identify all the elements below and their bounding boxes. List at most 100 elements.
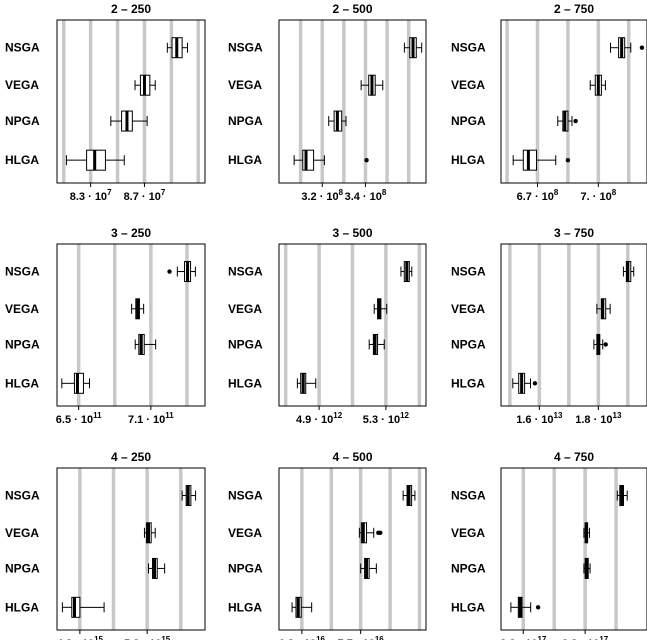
tick-mantissa: 3.4 · 10	[345, 191, 382, 203]
tick-exponent: 15	[94, 635, 103, 640]
tick-exponent: 7	[161, 188, 166, 197]
panel-frame	[56, 19, 206, 184]
category-label: NPGA	[228, 337, 263, 351]
x-tick-label: 1.8 · 1013	[575, 411, 622, 426]
category-label: NSGA	[5, 265, 40, 279]
tick-mantissa: 6.7 · 10	[517, 191, 554, 203]
box-vega	[360, 74, 384, 96]
x-tick-label: 3.8 · 1017	[562, 635, 609, 640]
box-nsga	[610, 37, 645, 59]
box-nsga	[167, 261, 196, 283]
category-label: VEGA	[5, 526, 39, 540]
tick-mantissa: 3.2 · 10	[301, 191, 338, 203]
category-label: NPGA	[228, 561, 263, 575]
panel-title: 4 – 750	[554, 450, 594, 464]
tick-mantissa: 1.6 · 10	[516, 414, 553, 426]
outlier-point	[565, 157, 571, 163]
category-label: NPGA	[5, 114, 40, 128]
panel-title: 3 – 750	[554, 226, 594, 240]
category-label: NPGA	[228, 114, 263, 128]
tick-mantissa: 8.7 · 10	[124, 191, 161, 203]
category-label: VEGA	[5, 302, 39, 316]
panel-8: 4 – 500NSGAVEGANPGAHLGA6.8 · 10167.7 · 1…	[228, 450, 427, 640]
panel-title: 2 – 500	[332, 2, 372, 16]
box-hlga	[291, 596, 313, 618]
tick-mantissa: 3.8 · 10	[562, 638, 599, 640]
category-label: NSGA	[451, 489, 486, 503]
x-tick-label: 4.8 · 1015	[57, 635, 104, 640]
category-label: HLGA	[451, 153, 485, 167]
panel-title: 3 – 500	[332, 226, 372, 240]
panel-frame	[500, 243, 647, 407]
box-vega	[589, 74, 606, 96]
box-hlga	[296, 372, 317, 394]
category-label: HLGA	[228, 376, 262, 390]
tick-mantissa: 4.9 · 10	[296, 414, 333, 426]
x-tick-label: 3.4 · 108	[345, 188, 387, 203]
category-label: VEGA	[5, 78, 39, 92]
outlier-point	[167, 269, 172, 274]
iqr-box	[302, 149, 315, 171]
iqr-box	[522, 149, 537, 171]
category-label: NSGA	[228, 41, 263, 55]
tick-exponent: 16	[375, 635, 384, 640]
box-hlga	[293, 149, 369, 171]
tick-mantissa: 7.7 · 10	[338, 638, 375, 640]
box-npga	[134, 333, 157, 355]
box-npga	[147, 557, 166, 579]
box-vega	[583, 522, 590, 544]
box-nsga	[400, 261, 413, 283]
panel-7: 4 – 250NSGAVEGANPGAHLGA4.8 · 10155.3 · 1…	[5, 450, 206, 640]
tick-exponent: 11	[165, 411, 174, 420]
box-vega	[143, 522, 156, 544]
category-label: NSGA	[5, 41, 40, 55]
category-label: VEGA	[451, 526, 485, 540]
outlier-point	[378, 530, 383, 535]
tick-exponent: 12	[400, 411, 409, 420]
x-tick-label: 5.3 · 1012	[363, 411, 410, 426]
x-tick-label: 7.7 · 1016	[338, 635, 385, 640]
box-hlga	[510, 596, 541, 618]
tick-exponent: 15	[161, 635, 170, 640]
category-label: VEGA	[451, 302, 485, 316]
outlier-point	[532, 381, 538, 386]
box-npga	[360, 557, 377, 579]
panel-title: 2 – 750	[554, 2, 594, 16]
category-label: VEGA	[228, 302, 262, 316]
outlier-point	[639, 45, 645, 50]
category-label: NPGA	[5, 337, 40, 351]
panel-title: 4 – 250	[111, 450, 151, 464]
tick-exponent: 8	[339, 188, 344, 197]
x-tick-label: 4.9 · 1012	[296, 411, 343, 426]
x-tick-label: 5.3 · 1015	[124, 635, 171, 640]
outlier-point	[535, 605, 541, 610]
category-label: NSGA	[451, 41, 486, 55]
outlier-point	[364, 157, 369, 163]
box-nsga	[622, 261, 635, 283]
tick-exponent: 8	[382, 188, 387, 197]
tick-mantissa: 6.8 · 10	[279, 638, 316, 640]
panel-frame	[56, 243, 206, 407]
panel-frame	[278, 467, 427, 631]
box-npga	[328, 110, 347, 132]
tick-mantissa: 8.3 · 10	[70, 191, 107, 203]
category-label: HLGA	[228, 600, 262, 614]
tick-mantissa: 7. · 10	[581, 191, 612, 203]
tick-mantissa: 5.3 · 10	[124, 638, 161, 640]
panel-frame	[500, 467, 647, 631]
box-npga	[110, 110, 148, 132]
tick-mantissa: 5.3 · 10	[363, 414, 400, 426]
x-tick-label: 3.3 · 1017	[500, 635, 547, 640]
box-nsga	[403, 37, 423, 59]
tick-mantissa: 6.5 · 10	[56, 414, 93, 426]
category-label: HLGA	[228, 153, 262, 167]
box-nsga	[181, 485, 197, 507]
category-label: VEGA	[228, 78, 262, 92]
category-label: VEGA	[451, 78, 485, 92]
outlier-point	[573, 118, 578, 124]
panel-title: 3 – 250	[111, 226, 151, 240]
box-vega	[358, 522, 383, 544]
box-hlga	[61, 372, 90, 394]
